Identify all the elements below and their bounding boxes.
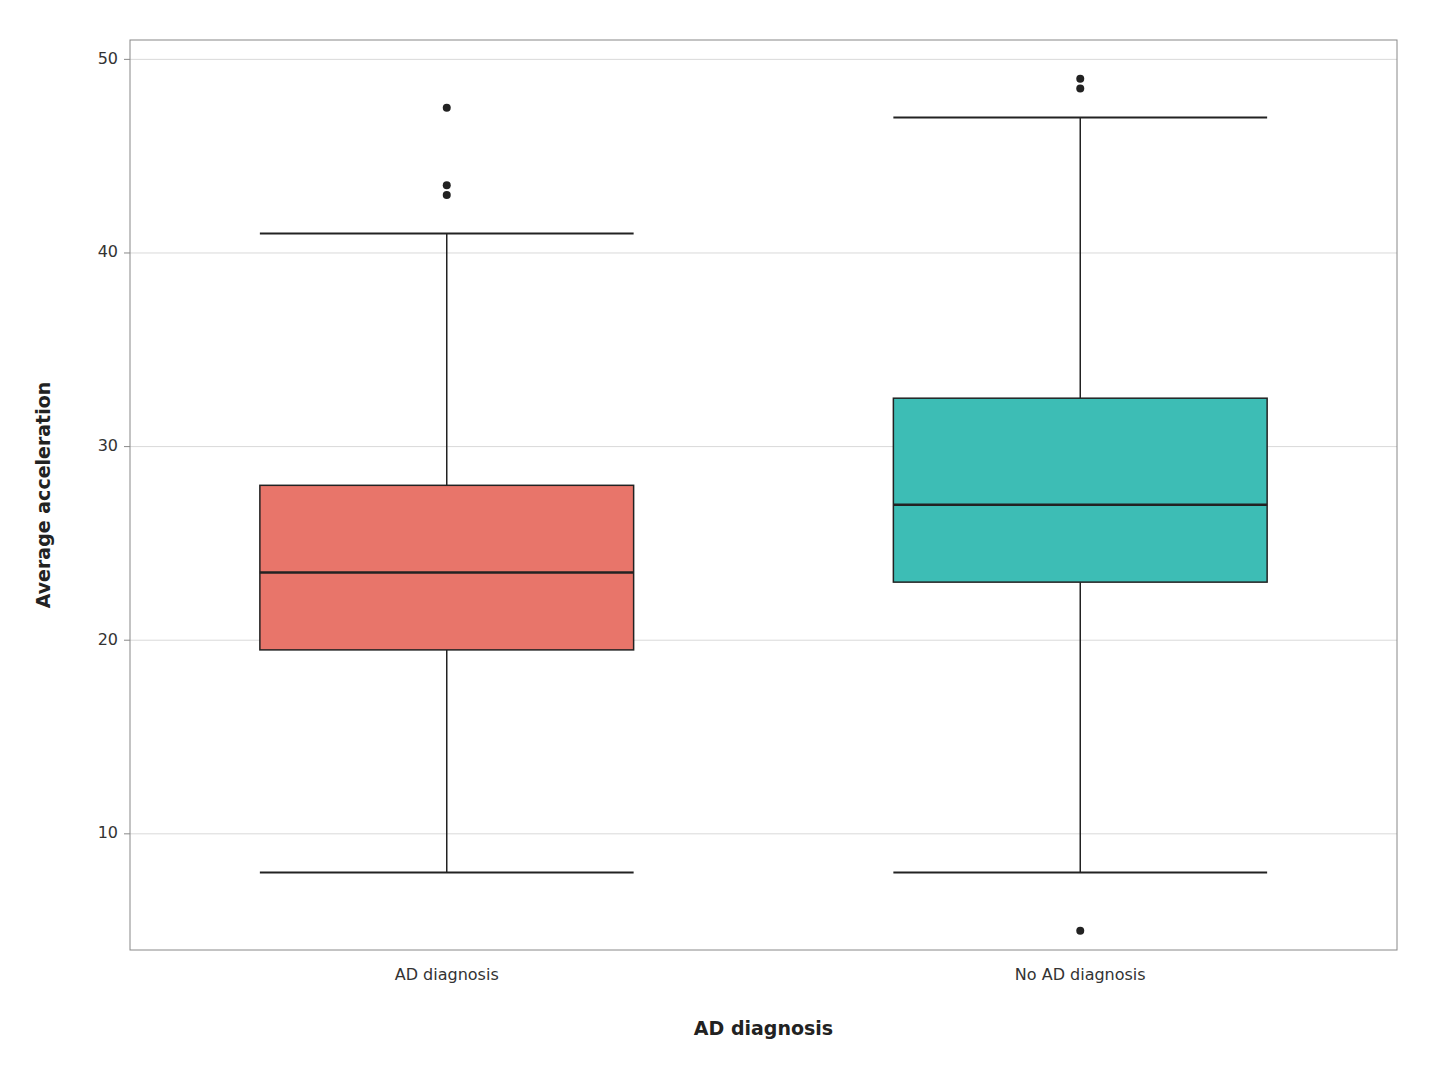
grid: [130, 59, 1397, 833]
box-group: [260, 104, 634, 873]
y-axis-label: Average acceleration: [32, 382, 54, 609]
x-ticks: AD diagnosis No AD diagnosis: [395, 965, 1146, 984]
outlier: [443, 181, 451, 189]
y-tick-label: 30: [98, 436, 118, 455]
grid-line: [130, 252, 1397, 253]
whisker-low: [446, 650, 448, 873]
y-tick: [124, 252, 130, 253]
chart: 1020304050AD diagnosisNo AD diagnosisAD …: [0, 0, 1437, 1080]
box: [260, 485, 634, 650]
y-tick-label: 50: [98, 49, 118, 68]
y-tick-label: 40: [98, 242, 118, 261]
grid-line: [130, 59, 1397, 60]
box-group: [893, 75, 1267, 935]
outlier: [1076, 84, 1084, 92]
median: [893, 503, 1267, 506]
outlier: [443, 104, 451, 112]
x-axis-label: AD diagnosis: [694, 1017, 833, 1039]
outlier: [443, 191, 451, 199]
cap-low: [260, 872, 634, 874]
whisker-low: [1080, 582, 1082, 872]
x-tick-label: No AD diagnosis: [1015, 965, 1146, 984]
outlier: [1076, 75, 1084, 83]
y-tick-label: 10: [98, 823, 118, 842]
y-tick: [124, 640, 130, 641]
cap-high: [260, 233, 634, 235]
boxes: [260, 75, 1267, 935]
whisker-high: [446, 234, 448, 486]
whisker-high: [1080, 117, 1082, 398]
cap-low: [893, 872, 1267, 874]
median: [260, 571, 634, 574]
x-tick-label: AD diagnosis: [395, 965, 499, 984]
y-tick: [124, 833, 130, 834]
plot-frame: [130, 40, 1397, 950]
box: [893, 398, 1267, 582]
cap-high: [893, 116, 1267, 118]
y-tick: [124, 446, 130, 447]
background: [0, 0, 1437, 1080]
grid-line: [130, 833, 1397, 834]
y-ticks: 10 20 30 40 50: [98, 49, 130, 842]
y-tick: [124, 59, 130, 60]
outlier: [1076, 927, 1084, 935]
y-tick-label: 20: [98, 630, 118, 649]
